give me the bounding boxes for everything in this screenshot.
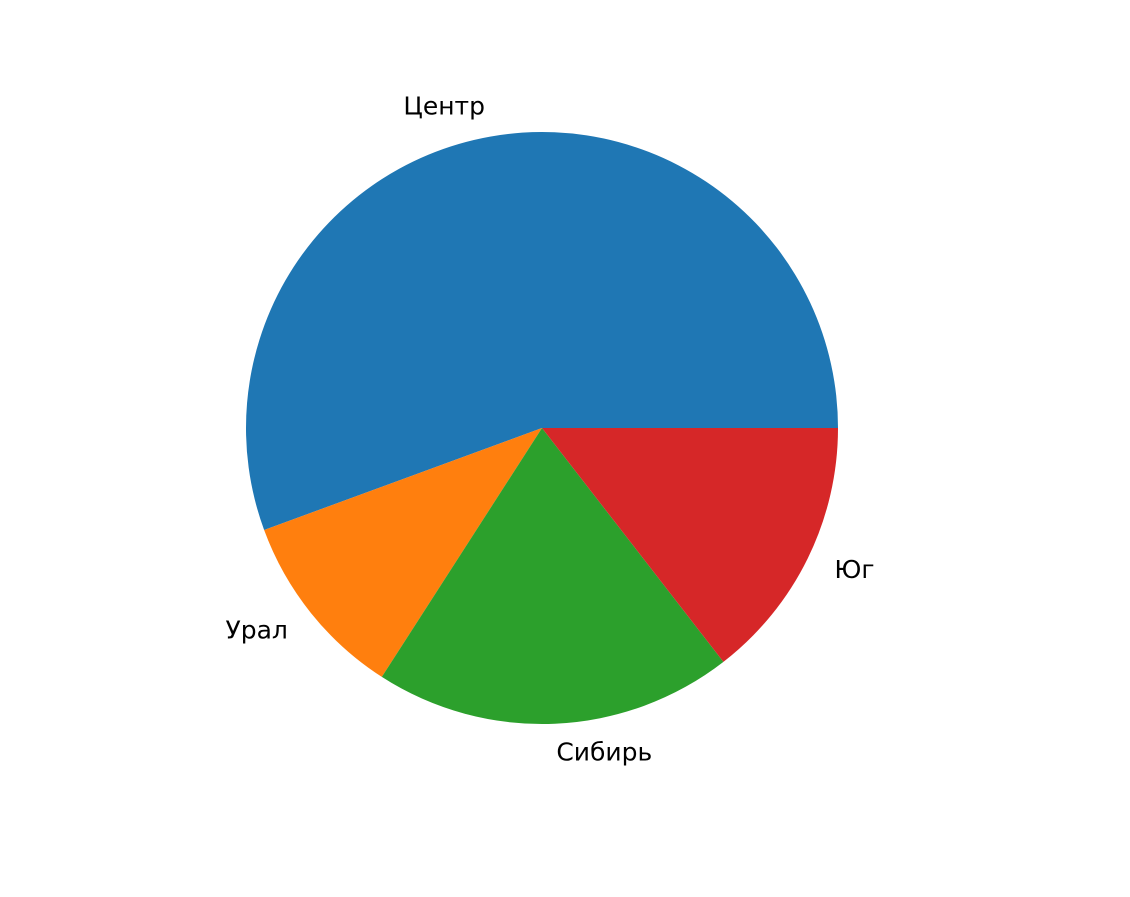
slice-label-3: Юг — [834, 555, 874, 584]
pie-slice-2 — [381, 428, 724, 724]
slice-label-0: Центр — [403, 91, 485, 120]
slice-label-2: Сибирь — [556, 737, 652, 766]
pie-slice-1 — [264, 428, 542, 677]
slice-label-1: Урал — [225, 616, 287, 645]
pie-slice-0 — [245, 132, 839, 531]
pie-slice-3 — [542, 428, 838, 662]
